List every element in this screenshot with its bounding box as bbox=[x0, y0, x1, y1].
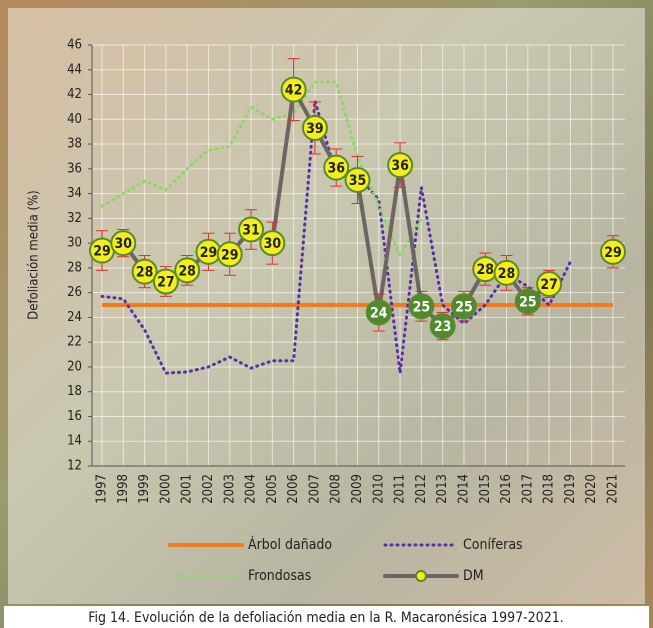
legend-marker bbox=[415, 570, 427, 582]
data-label: 29 bbox=[604, 245, 622, 261]
marker bbox=[280, 76, 307, 103]
y-tick-label: 22 bbox=[67, 335, 82, 350]
marker bbox=[152, 268, 179, 295]
marker bbox=[259, 230, 286, 257]
legend-label: DM bbox=[463, 568, 484, 584]
x-tick-label: 2007 bbox=[307, 474, 322, 504]
marker bbox=[536, 270, 563, 297]
data-label: 28 bbox=[178, 263, 196, 279]
x-tick-label: 2009 bbox=[350, 474, 365, 504]
data-label: 27 bbox=[157, 275, 175, 291]
data-label: 25 bbox=[455, 299, 473, 315]
y-tick-label: 38 bbox=[67, 137, 82, 152]
x-tick-label: 1999 bbox=[137, 474, 152, 504]
data-label: 36 bbox=[391, 158, 409, 174]
x-tick-label: 2019 bbox=[563, 474, 578, 504]
marker bbox=[238, 216, 265, 243]
marker bbox=[600, 238, 626, 265]
marker bbox=[387, 152, 414, 179]
x-tick-label: 2017 bbox=[520, 474, 535, 504]
data-label: 29 bbox=[200, 245, 218, 261]
y-tick-label: 42 bbox=[67, 87, 82, 102]
x-tick-label: 2001 bbox=[180, 474, 195, 504]
y-axis-label: Defoliación media (%) bbox=[27, 190, 42, 320]
y-tick-label: 32 bbox=[67, 211, 82, 226]
x-tick-label: 2011 bbox=[393, 474, 408, 504]
data-label: 29 bbox=[93, 244, 111, 260]
marker bbox=[110, 230, 137, 257]
x-tick-label: 2012 bbox=[414, 474, 429, 504]
data-label: 42 bbox=[285, 83, 303, 99]
data-label: 36 bbox=[327, 161, 345, 177]
marker bbox=[493, 259, 520, 286]
x-tick-label: 2006 bbox=[286, 474, 301, 504]
y-tick-label: 44 bbox=[67, 62, 82, 77]
marker bbox=[323, 154, 350, 181]
x-tick-label: 2014 bbox=[456, 474, 471, 504]
data-label: 28 bbox=[136, 265, 154, 281]
y-tick-label: 12 bbox=[67, 459, 82, 474]
x-tick-label: 2020 bbox=[584, 474, 599, 504]
x-tick-label: 2015 bbox=[478, 474, 493, 504]
x-tick-label: 2002 bbox=[201, 474, 216, 504]
x-tick-label: 2000 bbox=[158, 474, 173, 504]
marker bbox=[216, 241, 243, 268]
marker bbox=[514, 288, 541, 315]
y-tick-label: 20 bbox=[67, 359, 82, 374]
x-tick-label: 2016 bbox=[499, 474, 514, 504]
y-tick-label: 16 bbox=[67, 409, 82, 424]
marker bbox=[301, 114, 328, 141]
data-label: 24 bbox=[370, 305, 388, 321]
caption-box bbox=[4, 606, 649, 628]
y-tick-label: 24 bbox=[67, 310, 82, 325]
legend-label: Frondosas bbox=[248, 568, 311, 584]
y-tick-label: 30 bbox=[67, 236, 82, 251]
x-tick-label: 2003 bbox=[222, 474, 237, 504]
data-label: 27 bbox=[540, 277, 558, 293]
y-tick-label: 26 bbox=[67, 285, 82, 300]
data-label: 30 bbox=[115, 236, 133, 252]
legend-label: Árbol dañado bbox=[248, 536, 332, 553]
marker bbox=[450, 293, 477, 320]
marker bbox=[174, 257, 201, 284]
marker bbox=[408, 293, 435, 320]
x-tick-label: 2010 bbox=[371, 474, 386, 504]
y-tick-label: 18 bbox=[67, 384, 82, 399]
y-tick-label: 14 bbox=[67, 434, 82, 449]
caption: Fig 14. Evolución de la defoliación medi… bbox=[88, 610, 563, 626]
y-tick-label: 40 bbox=[67, 112, 82, 127]
series-line bbox=[100, 100, 572, 375]
x-tick-label: 2008 bbox=[329, 474, 344, 504]
data-label: 29 bbox=[221, 247, 239, 263]
data-label: 28 bbox=[498, 266, 516, 282]
x-tick-label: 2005 bbox=[265, 474, 280, 504]
data-label: 28 bbox=[476, 262, 494, 278]
y-tick-label: 46 bbox=[67, 38, 82, 53]
marker bbox=[344, 166, 371, 193]
data-label: 39 bbox=[306, 121, 324, 137]
x-tick-label: 2021 bbox=[606, 474, 621, 504]
y-tick-label: 36 bbox=[67, 161, 82, 176]
x-tick-label: 1997 bbox=[95, 474, 110, 504]
marker bbox=[365, 299, 392, 326]
x-tick-label: 2013 bbox=[435, 474, 450, 504]
data-label: 35 bbox=[349, 173, 367, 189]
data-label: 31 bbox=[242, 222, 260, 238]
data-label: 30 bbox=[264, 236, 282, 252]
data-label: 25 bbox=[413, 299, 431, 315]
data-label: 23 bbox=[434, 319, 452, 335]
marker bbox=[429, 313, 456, 340]
y-tick-label: 34 bbox=[67, 186, 82, 201]
marker bbox=[131, 258, 158, 285]
y-tick-label: 28 bbox=[67, 260, 82, 275]
x-tick-label: 2018 bbox=[542, 474, 557, 504]
x-tick-label: 2004 bbox=[244, 474, 259, 504]
x-tick-label: 1998 bbox=[116, 474, 131, 504]
data-label: 25 bbox=[519, 294, 537, 310]
legend-label: Coníferas bbox=[463, 537, 523, 553]
